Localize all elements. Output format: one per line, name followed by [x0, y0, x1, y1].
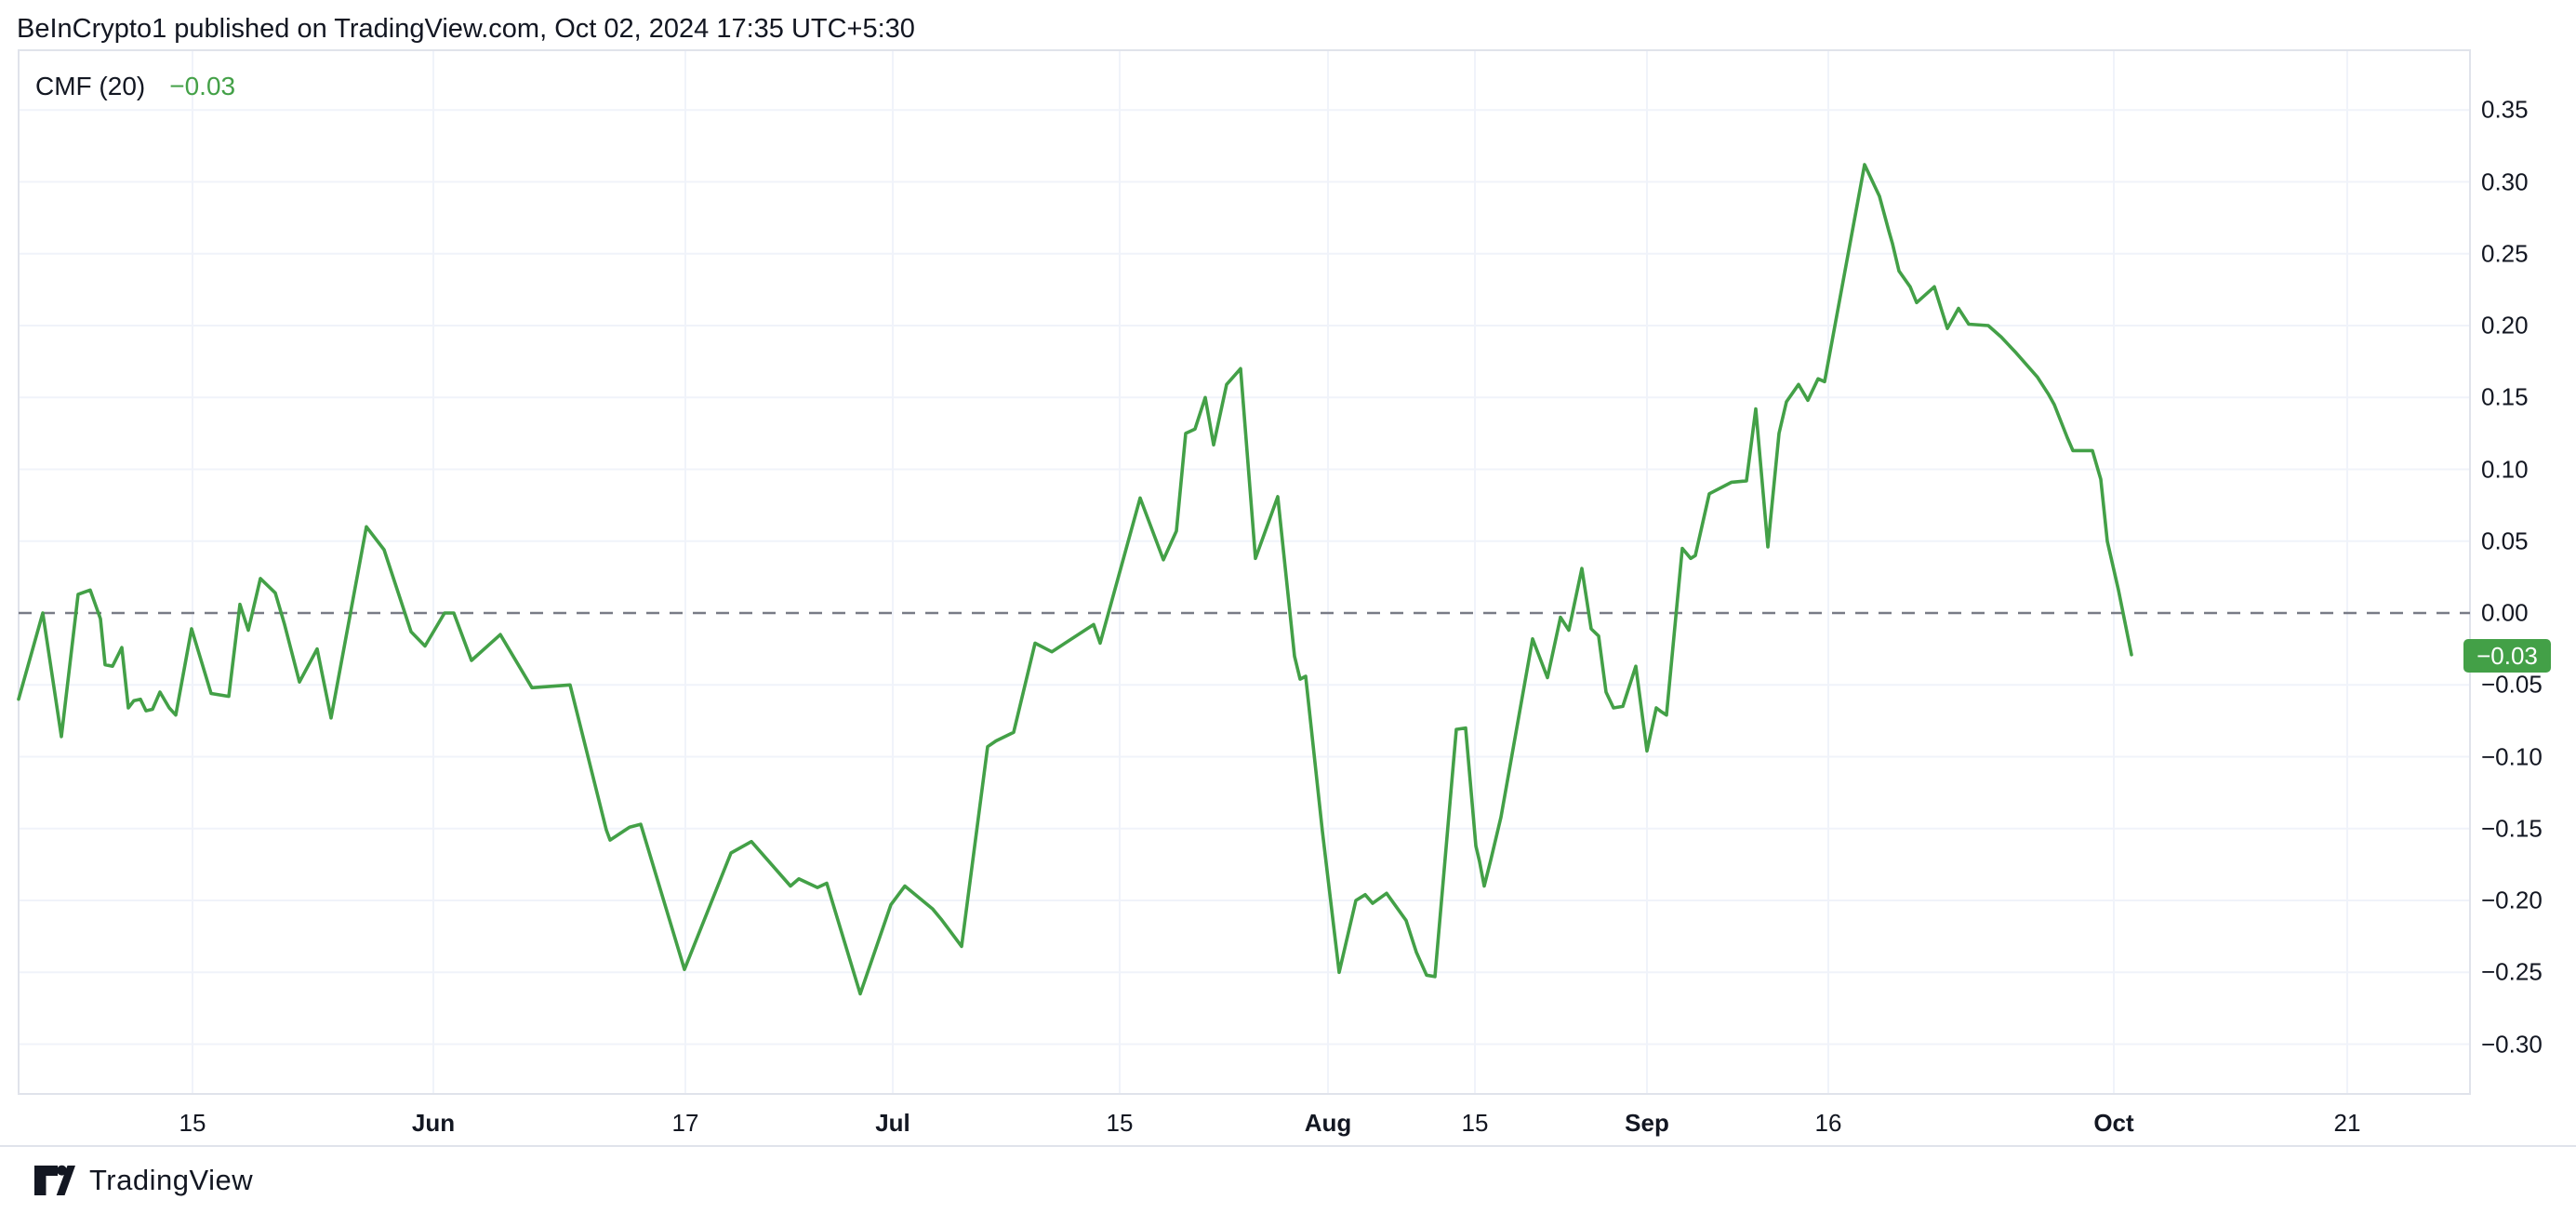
y-tick-label: −0.25	[2481, 957, 2543, 986]
x-tick-label: Jun	[411, 1109, 456, 1137]
y-tick-label: −0.30	[2481, 1030, 2543, 1058]
plot-border	[18, 49, 2471, 1095]
y-tick-label: −0.10	[2481, 742, 2543, 770]
last-value-badge: −0.03	[2463, 639, 2551, 673]
y-tick-label: −0.05	[2481, 670, 2543, 699]
x-tick-label: 15	[1461, 1109, 1489, 1137]
page-title: BeInCrypto1 published on TradingView.com…	[17, 14, 915, 44]
cmf-line-series	[17, 163, 2133, 996]
x-tick-label: Jul	[875, 1109, 910, 1137]
x-tick-label: Aug	[1304, 1109, 1352, 1137]
y-tick-label: 0.20	[2481, 311, 2529, 340]
y-tick-label: 0.30	[2481, 167, 2529, 195]
y-tick-label: 0.00	[2481, 598, 2529, 627]
x-tick-label: Sep	[1625, 1109, 1669, 1137]
x-tick-label: 17	[671, 1109, 699, 1137]
y-tick-label: 0.10	[2481, 455, 2529, 483]
y-tick-label: 0.05	[2481, 527, 2529, 555]
brand-name: TradingView	[89, 1164, 254, 1196]
indicator-name: CMF (20)	[35, 72, 146, 100]
tradingview-logo-icon	[33, 1161, 76, 1200]
y-tick-label: 0.25	[2481, 239, 2529, 268]
y-tick-label: 0.15	[2481, 382, 2529, 411]
x-tick-label: 15	[1106, 1109, 1134, 1137]
footer-divider	[0, 1145, 2576, 1147]
x-tick-label: 15	[179, 1109, 206, 1137]
x-tick-label: 16	[1814, 1109, 1842, 1137]
x-tick-label: 21	[2333, 1109, 2361, 1137]
indicator-legend: CMF (20) −0.03	[35, 71, 235, 102]
x-tick-label: Oct	[2093, 1109, 2134, 1137]
y-tick-label: −0.15	[2481, 814, 2543, 843]
indicator-value: −0.03	[169, 72, 236, 100]
y-tick-label: −0.20	[2481, 886, 2543, 914]
footer-brand-link[interactable]: TradingView	[33, 1159, 253, 1202]
y-tick-label: 0.35	[2481, 95, 2529, 124]
